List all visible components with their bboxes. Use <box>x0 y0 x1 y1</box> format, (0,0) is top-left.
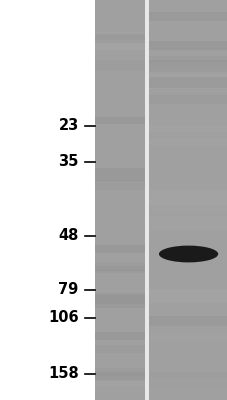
Bar <box>148 56 227 67</box>
Bar <box>94 34 144 43</box>
Bar <box>148 0 227 400</box>
Bar <box>148 199 227 214</box>
Text: 79: 79 <box>58 282 78 298</box>
Bar <box>148 190 227 205</box>
Bar <box>94 182 144 190</box>
Text: 106: 106 <box>48 310 78 326</box>
Bar <box>94 244 144 253</box>
Bar <box>94 0 144 400</box>
Bar <box>94 368 144 381</box>
Bar <box>148 334 227 342</box>
Bar <box>148 74 227 89</box>
Bar <box>94 372 144 380</box>
Text: 35: 35 <box>58 154 78 170</box>
Bar <box>148 216 227 230</box>
Bar <box>148 377 227 387</box>
Bar <box>94 168 144 182</box>
Bar <box>94 117 144 124</box>
Bar <box>94 332 144 340</box>
Bar <box>148 60 227 72</box>
Text: 23: 23 <box>58 118 78 134</box>
Bar <box>148 316 227 326</box>
Bar <box>148 372 227 387</box>
Bar <box>148 125 227 132</box>
Bar <box>148 77 227 88</box>
Text: 48: 48 <box>58 228 78 244</box>
Bar <box>148 12 227 21</box>
Text: 158: 158 <box>48 366 78 382</box>
Bar <box>148 42 227 50</box>
Bar <box>148 62 227 66</box>
Bar <box>148 95 227 104</box>
Bar <box>94 266 144 273</box>
Bar <box>94 293 144 308</box>
Ellipse shape <box>158 246 217 262</box>
Bar <box>94 60 144 70</box>
Bar <box>94 294 144 304</box>
Bar <box>94 262 144 271</box>
Bar <box>148 139 227 146</box>
Bar <box>94 262 144 270</box>
Bar <box>148 290 227 302</box>
Bar <box>144 0 148 400</box>
Bar <box>94 376 144 387</box>
Bar <box>94 344 144 353</box>
Bar <box>94 32 144 42</box>
Bar <box>94 40 144 50</box>
